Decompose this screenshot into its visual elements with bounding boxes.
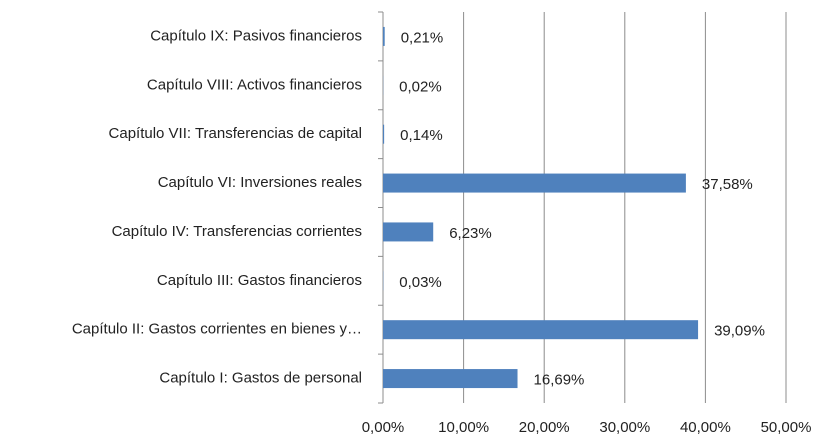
data-label: 16,69% <box>534 372 585 389</box>
bar <box>383 369 518 389</box>
y-tick-label: Capítulo VII: Transferencias de capital <box>109 125 362 142</box>
data-label: 0,02% <box>399 78 442 95</box>
data-label: 0,14% <box>400 127 443 144</box>
data-label: 37,58% <box>702 176 753 193</box>
data-label: 6,23% <box>449 225 492 242</box>
y-tick-label: Capítulo IV: Transferencias corrientes <box>112 223 362 240</box>
x-tick-label: 10,00% <box>438 419 489 436</box>
x-tick-label: 40,00% <box>680 419 731 436</box>
x-tick-label: 30,00% <box>599 419 650 436</box>
y-tick-label: Capítulo II: Gastos corrientes en bienes… <box>72 321 362 338</box>
y-tick-label: Capítulo I: Gastos de personal <box>159 370 362 387</box>
y-tick-label: Capítulo IX: Pasivos financieros <box>150 27 362 44</box>
data-label: 0,21% <box>401 29 444 46</box>
bar <box>383 320 699 340</box>
x-tick-label: 20,00% <box>519 419 570 436</box>
data-label: 0,03% <box>399 274 442 291</box>
y-tick-label: Capítulo VIII: Activos financieros <box>147 76 362 93</box>
y-tick-label: Capítulo VI: Inversiones reales <box>158 174 362 191</box>
y-tick-label: Capítulo III: Gastos financieros <box>157 272 362 289</box>
bar <box>383 124 385 144</box>
bar <box>383 26 385 46</box>
x-tick-label: 50,00% <box>761 419 812 436</box>
data-label: 39,09% <box>714 323 765 340</box>
x-tick-label: 0,00% <box>362 419 405 436</box>
bar <box>383 222 434 242</box>
bar <box>383 173 686 193</box>
